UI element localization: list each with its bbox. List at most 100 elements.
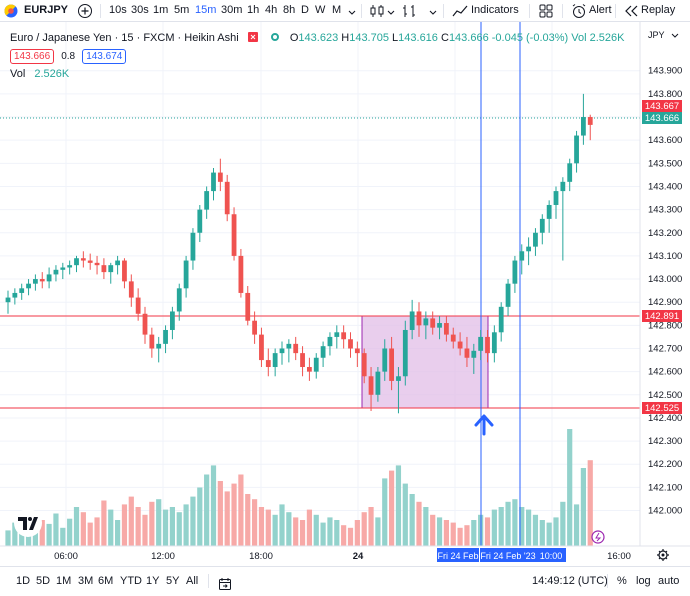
- tradingview-logo-icon[interactable]: [14, 509, 42, 537]
- interval-dropdown-icon[interactable]: [348, 5, 356, 15]
- candle-body: [546, 204, 552, 219]
- legend-title[interactable]: Euro / Japanese Yen · 15 · FXCM · Heikin…: [10, 32, 239, 44]
- interval-10s[interactable]: 10s: [109, 4, 127, 16]
- price-axis-currency-dropdown-icon[interactable]: [671, 33, 679, 38]
- volume-bar: [491, 509, 497, 546]
- volume-label[interactable]: Vol: [10, 68, 26, 80]
- dividends-marker-icon[interactable]: [591, 530, 605, 544]
- candle: [320, 341, 326, 368]
- volume-bar: [197, 487, 203, 546]
- alert-clock-icon[interactable]: [571, 3, 587, 19]
- legend-volume-row: Vol 2.526K: [10, 66, 624, 82]
- candle: [190, 228, 196, 270]
- candle-body: [108, 265, 114, 273]
- interval-30s[interactable]: 30s: [131, 4, 149, 16]
- range-5d[interactable]: 5D: [36, 575, 51, 587]
- volume-bars: [5, 429, 593, 546]
- range-1y[interactable]: 1Y: [146, 575, 160, 587]
- alert-button[interactable]: Alert: [589, 4, 612, 16]
- layout-grid-icon[interactable]: [538, 3, 554, 19]
- volume-bar: [32, 526, 38, 546]
- price-tick-label: 142.900: [648, 297, 682, 308]
- candle: [498, 302, 504, 342]
- interval-8h[interactable]: 8h: [283, 4, 296, 16]
- candle-body: [238, 255, 244, 293]
- volume-bar: [286, 512, 292, 546]
- chart-grid: [0, 22, 640, 546]
- time-axis[interactable]: [0, 546, 690, 566]
- candle: [471, 343, 477, 374]
- utc-time[interactable]: 14:49:12 (UTC): [532, 575, 608, 587]
- candle-body: [464, 348, 470, 358]
- price-chart[interactable]: JPY 143.900143.800143.700143.600143.5001…: [0, 22, 690, 566]
- replay-icon[interactable]: [623, 3, 639, 19]
- candles-chart-type-icon[interactable]: [369, 3, 385, 19]
- range-3m[interactable]: 3M: [78, 575, 94, 587]
- candle: [457, 332, 463, 356]
- candle: [67, 260, 73, 275]
- go-to-date-icon[interactable]: [218, 574, 232, 590]
- price-axis-currency[interactable]: JPY: [648, 30, 665, 40]
- percent-toggle[interactable]: %: [617, 575, 627, 587]
- volume-bar: [567, 429, 573, 546]
- ask-price-box[interactable]: 143.674: [82, 49, 127, 64]
- chart-type-dropdown-icon[interactable]: [387, 5, 395, 15]
- indicators-button[interactable]: Indicators: [471, 4, 519, 16]
- candle-body: [101, 265, 107, 273]
- candle: [409, 299, 415, 340]
- time-highlight-3: 10:00: [540, 551, 563, 561]
- candle: [567, 158, 573, 192]
- volume-bar: [580, 468, 586, 546]
- add-symbol-icon[interactable]: [77, 3, 93, 19]
- volume-bar: [53, 513, 59, 546]
- interval-w[interactable]: W: [315, 4, 326, 16]
- volume-bar: [183, 504, 189, 546]
- interval-1h[interactable]: 1h: [247, 4, 260, 16]
- rectangle-drawing[interactable]: [361, 315, 489, 409]
- price-tick-label: 143.800: [648, 89, 682, 100]
- interval-15m[interactable]: 15m: [195, 4, 217, 16]
- chart-settings-gear-icon[interactable]: [657, 549, 669, 561]
- bid-price-box[interactable]: 143.666: [10, 49, 55, 64]
- interval-m[interactable]: M: [332, 4, 342, 16]
- price-tick-label: 142.600: [648, 367, 682, 378]
- interval-d[interactable]: D: [301, 4, 309, 16]
- volume-bar: [60, 527, 66, 546]
- price-tick-label: 142.700: [648, 343, 682, 354]
- price-label-upper-text: 143.667: [645, 101, 679, 112]
- range-ytd[interactable]: YTD: [120, 575, 142, 587]
- volume-bar: [231, 483, 237, 546]
- candle: [142, 306, 148, 344]
- blue-arrow-drawing[interactable]: [474, 414, 494, 436]
- candle-body: [26, 283, 31, 289]
- more-chart-types-icon[interactable]: [429, 5, 437, 15]
- legend-menu-icon[interactable]: [247, 32, 258, 42]
- candle-body: [286, 343, 292, 349]
- auto-toggle[interactable]: auto: [658, 575, 680, 587]
- log-toggle[interactable]: log: [636, 575, 651, 587]
- volume-bar: [505, 501, 511, 546]
- range-6m[interactable]: 6M: [98, 575, 114, 587]
- volume-bar: [347, 527, 354, 546]
- range-all[interactable]: All: [186, 575, 199, 587]
- legend-low-label: L: [392, 32, 399, 44]
- candle-body: [46, 274, 52, 282]
- price-tick-label: 142.100: [648, 482, 682, 493]
- chart-legend: Euro / Japanese Yen · 15 · FXCM · Heikin…: [10, 30, 624, 82]
- replay-button[interactable]: Replay: [641, 4, 676, 16]
- time-tick-24: 24: [353, 551, 364, 562]
- volume-bar: [341, 525, 347, 546]
- range-1m[interactable]: 1M: [56, 575, 72, 587]
- range-1d[interactable]: 1D: [16, 575, 31, 587]
- indicators-icon[interactable]: [452, 3, 468, 19]
- bars-chart-type-icon[interactable]: [401, 3, 417, 19]
- range-5y[interactable]: 5Y: [166, 575, 180, 587]
- interval-4h[interactable]: 4h: [265, 4, 278, 16]
- interval-5m[interactable]: 5m: [174, 4, 190, 16]
- candle: [354, 341, 360, 368]
- time-highlight-1: Fri 24 Feb: [437, 551, 478, 561]
- volume-bar: [217, 481, 223, 546]
- interval-30m[interactable]: 30m: [221, 4, 243, 16]
- interval-1m[interactable]: 1m: [153, 4, 169, 16]
- symbol-name[interactable]: EURJPY: [24, 4, 69, 16]
